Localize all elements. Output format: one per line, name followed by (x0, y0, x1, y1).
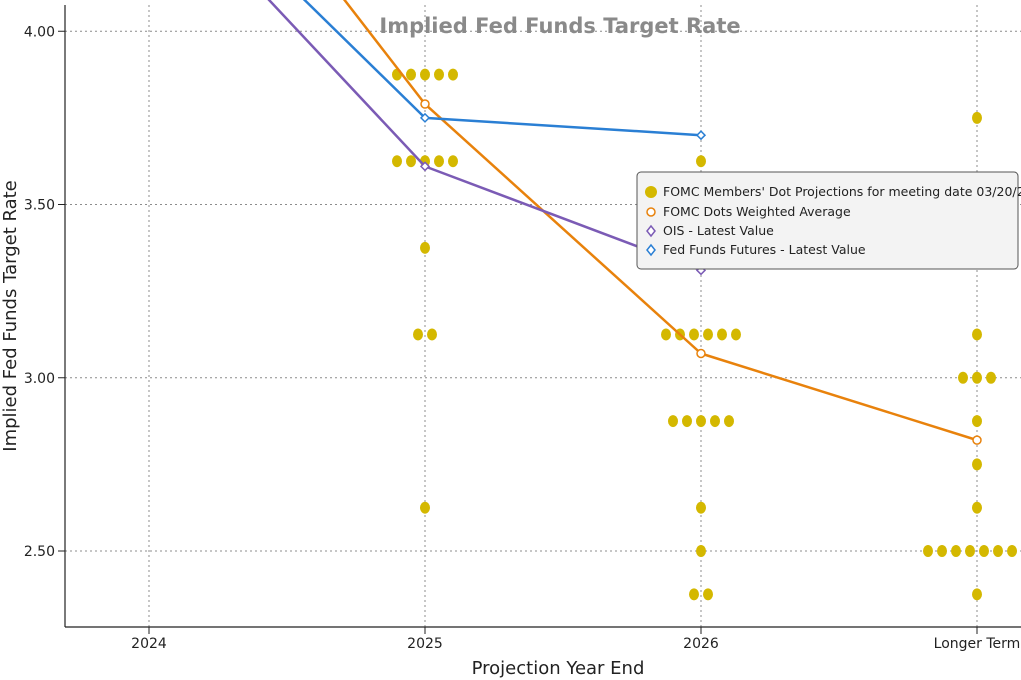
dot-projection (406, 68, 416, 81)
x-tick-label: Longer Term (934, 636, 1021, 652)
dot-projection (413, 328, 423, 341)
dot-projection (448, 68, 458, 81)
gridlines (58, 5, 1021, 634)
dot-projection (696, 545, 706, 557)
legend-futures-marker (646, 243, 656, 257)
axes (64, 5, 1021, 628)
legend-ois-marker (646, 224, 656, 238)
x-tick-label: 2024 (131, 636, 167, 652)
dot-projection (703, 328, 713, 341)
dot-projection (717, 328, 727, 341)
y-tick-label: 3.00 (24, 371, 55, 387)
legend-weighted-average-marker (646, 207, 656, 217)
dot-projection (937, 545, 947, 557)
legend-weighted-average-label: FOMC Dots Weighted Average (663, 204, 851, 219)
dot-projection (703, 588, 713, 601)
series-lines (267, 0, 982, 445)
series-marker-2 (695, 130, 707, 141)
dot-projection (689, 328, 699, 341)
dot-projection (696, 155, 706, 168)
chart-title: Implied Fed Funds Target Rate (379, 14, 740, 38)
dot-projection (972, 328, 982, 341)
dot-projection (972, 111, 982, 124)
dot-projection (661, 328, 671, 341)
x-axis-title: Projection Year End (472, 658, 645, 679)
series-marker-1 (419, 161, 431, 172)
dot-projection (951, 545, 961, 557)
dot-projection (979, 545, 989, 557)
dot-projection (923, 545, 933, 557)
series-marker-0 (972, 435, 982, 445)
series-marker-0 (420, 99, 430, 109)
dot-projection (668, 415, 678, 428)
dot-projection (689, 588, 699, 601)
legend-ois-label: OIS - Latest Value (663, 223, 774, 238)
y-tick-label: 2.50 (24, 544, 55, 560)
dot-projection (958, 371, 968, 384)
x-tick-labels: 2024 2025 2026 Longer Term (131, 636, 1020, 652)
legend-box (636, 171, 1019, 270)
dot-projection (448, 155, 458, 168)
dot-projection (420, 501, 430, 514)
dot-projection (972, 371, 982, 384)
series-marker-2 (419, 112, 431, 123)
dot-projection (724, 415, 734, 428)
dot-projections (392, 68, 1017, 601)
dot-projection (1007, 545, 1017, 557)
dot-projection (972, 501, 982, 514)
dot-projection (434, 68, 444, 81)
dot-projection (696, 501, 706, 514)
dot-projection (965, 545, 975, 557)
legend-dots-label: FOMC Members' Dot Projections for meetin… (663, 184, 1021, 199)
dot-projection (420, 241, 430, 254)
series-marker-0 (696, 348, 706, 359)
dot-projection (993, 545, 1003, 557)
dot-projection (434, 155, 444, 168)
x-tick-label: 2026 (683, 636, 719, 652)
dot-projection (427, 328, 437, 341)
legend: FOMC Members' Dot Projections for meetin… (636, 171, 1021, 270)
dot-projection (710, 415, 720, 428)
dot-projection (420, 68, 430, 81)
dot-projection (972, 588, 982, 601)
dot-projection (406, 155, 416, 168)
dot-projection (972, 458, 982, 471)
y-tick-labels: 2.503.003.504.004.505.005.50 (24, 24, 55, 560)
y-tick-label: 3.50 (24, 198, 55, 214)
x-tick-label: 2025 (407, 636, 443, 652)
y-axis-title: Implied Fed Funds Target Rate (0, 180, 21, 451)
dot-projection (731, 328, 741, 341)
legend-dots-marker (645, 186, 657, 198)
legend-futures-label: Fed Funds Futures - Latest Value (663, 242, 866, 257)
dot-projection (696, 415, 706, 428)
dot-projection (392, 155, 402, 168)
dot-projection (986, 371, 996, 384)
y-tick-label: 4.00 (24, 24, 55, 40)
dot-projection (682, 415, 692, 428)
series-line-0 (342, 0, 978, 442)
dot-projection (972, 415, 982, 428)
